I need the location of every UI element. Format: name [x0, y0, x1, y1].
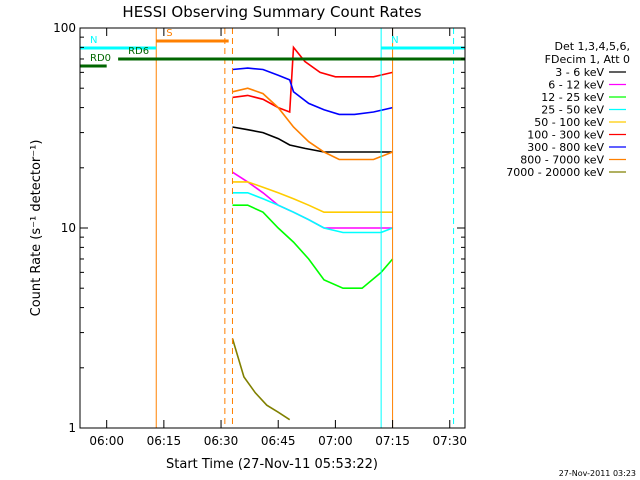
legend-entry-800-7000-kev: 800 - 7000 keV: [520, 154, 604, 167]
series-line-300-800-kev: [232, 67, 393, 116]
flag-label-rd0: RD0: [90, 53, 111, 64]
y-tick-label: 10: [61, 221, 76, 235]
legend-entry-3-6-kev: 3 - 6 keV: [555, 66, 604, 79]
x-tick-label: 06:15: [147, 434, 182, 448]
vertical-markers: [155, 28, 455, 428]
series-line-7000-20000-kev: [231, 338, 291, 421]
y-tick-label: 1: [68, 421, 76, 435]
plot-frame: [79, 27, 466, 429]
x-tick-label: 06:00: [89, 434, 124, 448]
legend-entry-300-800-kev: 300 - 800 keV: [527, 141, 604, 154]
x-axis-label: Start Time (27-Nov-11 05:53:22): [166, 457, 378, 472]
x-tick-label: 07:15: [375, 434, 410, 448]
y-axis-label: Count Rate (s⁻¹ detector⁻¹): [29, 140, 44, 317]
flag-label-n: N: [90, 35, 97, 46]
legend-header: FDecim 1, Att 0: [545, 53, 630, 66]
y-tick-label: 100: [53, 21, 76, 35]
y-axis-ticks: 1 10 100: [53, 21, 465, 435]
x-tick-label: 07:00: [318, 434, 353, 448]
series-line-800-7000-kev: [232, 87, 393, 161]
chart-title: HESSI Observing Summary Count Rates: [122, 3, 421, 21]
series-line-3-6-kev: [232, 126, 393, 153]
x-tick-label: 06:30: [204, 434, 239, 448]
x-axis-ticks: 06:00 06:15 06:30 06:45 07:00 07:15 07:30: [89, 28, 467, 448]
series-line-6-12-kev: [232, 171, 393, 229]
flag-label-n: N: [391, 35, 398, 46]
x-tick-label: 07:30: [432, 434, 467, 448]
series-lines: [231, 45, 394, 421]
flag-label-s: S: [166, 28, 172, 39]
legend: Det 1,3,4,5,6,FDecim 1, Att 03 - 6 keV6 …: [506, 40, 630, 179]
series-line-25-50-kev: [232, 192, 393, 234]
legend-entry-50-100-kev: 50 - 100 keV: [534, 116, 604, 129]
flag-label-rd6: RD6: [128, 46, 149, 57]
legend-entry-6-12-kev: 6 - 12 keV: [548, 79, 604, 92]
legend-entry-7000-20000-kev: 7000 - 20000 keV: [506, 166, 604, 179]
footer-timestamp: 27-Nov-2011 03:23: [559, 469, 636, 478]
legend-header: Det 1,3,4,5,6,: [554, 40, 630, 53]
legend-entry-25-50-kev: 25 - 50 keV: [541, 104, 604, 117]
series-line-50-100-kev: [232, 181, 393, 213]
series-line-100-300-kev: [232, 45, 393, 114]
series-line-12-25-kev: [232, 204, 394, 290]
legend-entry-12-25-kev: 12 - 25 keV: [541, 91, 604, 104]
x-tick-label: 06:45: [261, 434, 296, 448]
flag-bars: S N N RD0 RD6: [80, 28, 465, 68]
legend-entry-100-300-kev: 100 - 300 keV: [527, 129, 604, 142]
